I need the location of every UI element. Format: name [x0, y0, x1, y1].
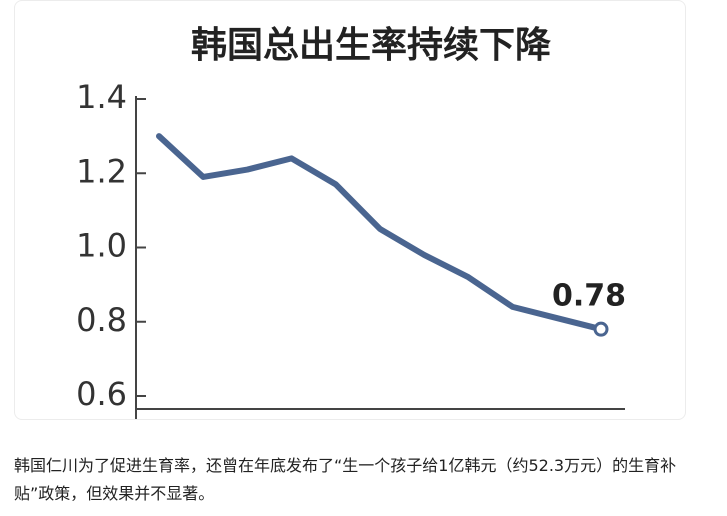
data-label: 0.78	[552, 279, 626, 314]
chart: 韩国总出生率持续下降 0.6 0.8 1.0 1.2 1.4 0.78	[76, 25, 626, 419]
y-tick-label: 0.6	[76, 375, 127, 413]
end-marker	[593, 321, 609, 337]
y-tick-label: 1.0	[76, 227, 127, 265]
y-tick-label: 1.4	[76, 78, 127, 116]
line-series	[156, 133, 604, 333]
caption: 韩国仁川为了促进生育率，还曾在年底发布了“生一个孩子给1亿韩元（约52.3万元）…	[14, 456, 677, 503]
chart-title: 韩国总出生率持续下降	[191, 25, 551, 66]
chart-card: 韩国总出生率持续下降 0.6 0.8 1.0 1.2 1.4 0.78	[14, 0, 686, 420]
y-tick-label: 1.2	[76, 152, 127, 190]
y-tick-label: 0.8	[76, 301, 127, 339]
